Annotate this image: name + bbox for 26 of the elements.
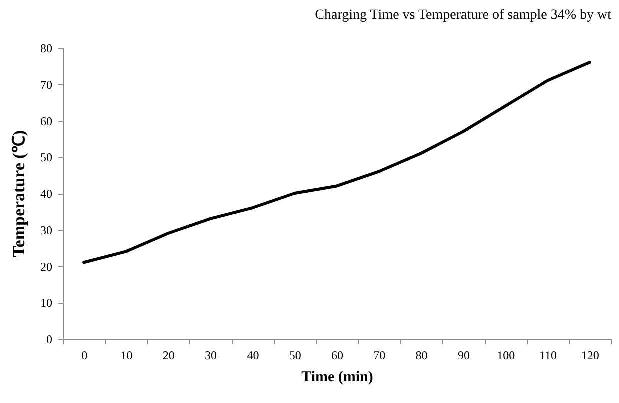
x-tick-label: 50 [289, 348, 302, 362]
y-tick-label: 30 [40, 223, 52, 238]
x-tick-label: 30 [205, 348, 218, 362]
x-tick-label: 70 [374, 348, 386, 362]
y-tick-label: 0 [46, 332, 52, 346]
x-tick-label: 10 [120, 348, 133, 362]
x-tick-label: 90 [458, 348, 470, 362]
y-axis-title: Temperature (℃) [10, 130, 28, 258]
chart-title: Charging Time vs Temperature of sample 34% by wt [315, 8, 612, 23]
y-tick-label: 80 [40, 42, 52, 56]
y-tick-label: 60 [40, 114, 52, 128]
y-tick-label: 40 [40, 187, 52, 201]
x-tick-label: 110 [539, 348, 558, 362]
y-tick-label: 50 [40, 150, 52, 165]
x-tick-label: 120 [581, 348, 600, 362]
x-tick-label: 20 [162, 348, 175, 362]
y-tick-label: 70 [40, 78, 52, 92]
x-tick-label: 60 [332, 348, 344, 362]
y-tick-label: 20 [40, 260, 52, 274]
x-tick-label: 100 [497, 348, 516, 362]
line-series [82, 61, 592, 264]
x-axis-title: Time (min) [302, 370, 374, 386]
y-tick-label: 10 [40, 296, 52, 310]
x-tick-label: 0 [82, 348, 88, 362]
x-tick-label: 40 [247, 348, 260, 362]
x-tick-label: 80 [416, 348, 428, 362]
